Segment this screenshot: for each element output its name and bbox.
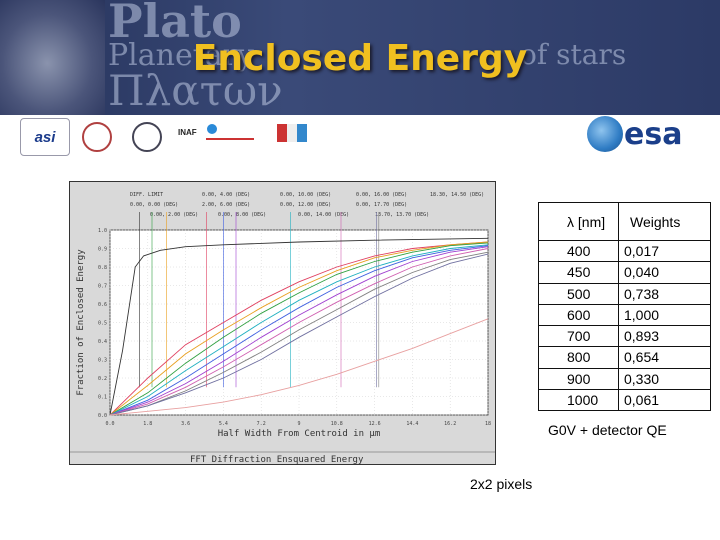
table-row: 900 0,330 (538, 367, 711, 390)
field-annotation: 0.00, 17.70 (DEG) (356, 202, 407, 208)
wavelength-cell: 1000 (538, 388, 619, 412)
x-tick-label: 18 (485, 421, 491, 427)
y-tick-label: 0.0 (98, 413, 107, 419)
table-row: 450 0,040 (538, 261, 711, 284)
table-row: 1000 0,061 (538, 388, 711, 412)
y-tick-label: 0.2 (98, 376, 107, 382)
table-row: 700 0,893 (538, 324, 711, 348)
esa-globe-icon (587, 116, 623, 152)
wavelength-cell: 700 (538, 324, 619, 348)
x-tick-label: 16.2 (444, 421, 456, 427)
weight-cell: 0,040 (618, 261, 711, 284)
weight-cell: 0,893 (618, 324, 711, 348)
weights-table: λ [nm] Weights 400 0,017 450 0,040 500 0,738 6… (538, 202, 711, 412)
field-annotation: DIFF. LIMIT (130, 192, 163, 198)
x-tick-label: 14.4 (406, 421, 418, 427)
field-annotation: 0.00, 12.00 (DEG) (280, 202, 331, 208)
chart-svg: 0.0 0.1 0.2 0.3 0.4 0.5 0.6 0.7 0.8 0.9 1.0 0.0 1.8 3… (70, 192, 495, 464)
x-tick-label: 10.8 (331, 421, 343, 427)
series-line (109, 248, 489, 416)
wavelength-cell: 800 (538, 346, 619, 369)
table-row: 600 1,000 (538, 303, 711, 327)
series-line (109, 241, 489, 416)
banner-word-greek: Πλατων (108, 66, 283, 115)
caption-pixels: 2x2 pixels (470, 476, 533, 492)
university-text-logo (310, 120, 352, 144)
y-tick-label: 0.9 (98, 247, 107, 253)
inaf-logo: INAF (178, 127, 197, 137)
table-row: 500 0,738 (538, 282, 711, 305)
weight-cell: 1,000 (618, 303, 711, 327)
y-tick-label: 0.1 (98, 395, 107, 401)
series-line (109, 242, 489, 416)
field-annotation: 18.30, 14.50 (DEG) (430, 192, 484, 198)
series-line (109, 246, 489, 416)
field-annotation: 13.70, 13.70 (DEG) (375, 212, 429, 218)
series-line (109, 241, 489, 416)
asi-logo: asi (20, 118, 70, 156)
header-wavelength: λ [nm] (538, 202, 619, 241)
weight-cell: 0,017 (618, 239, 711, 263)
series-line (109, 244, 489, 416)
wavelength-cell: 600 (538, 303, 619, 327)
x-tick-label: 0.0 (105, 421, 114, 427)
field-annotation: 0.00, 16.00 (DEG) (356, 192, 407, 198)
header-banner: Plato Planetary of stars Πλατων Enclosed… (0, 0, 720, 115)
table-row: 400 0,017 (538, 239, 711, 263)
padova-flag-logo (277, 124, 307, 142)
x-axis-label: Half Width From Centroid in µm (218, 429, 381, 439)
weight-cell: 0,654 (618, 346, 711, 369)
x-tick-label: 3.6 (181, 421, 190, 427)
y-tick-label: 0.3 (98, 358, 107, 364)
inaf-line-icon (206, 138, 254, 140)
banner-word-plato: Plato (108, 0, 242, 48)
x-tick-label: 7.2 (257, 421, 266, 427)
weight-cell: 0,738 (618, 282, 711, 305)
y-tick-label: 1.0 (98, 228, 107, 234)
esa-logo: esa (624, 116, 683, 152)
page-title: Enclosed Energy (192, 38, 528, 79)
field-annotation: 0.00, 8.00 (DEG) (218, 212, 266, 218)
banner-word-planetary: Planetary (108, 38, 254, 73)
field-annotation: 0.00, 0.00 (DEG) (130, 202, 178, 208)
series-line (109, 318, 489, 416)
y-tick-label: 0.6 (98, 302, 107, 308)
enclosed-energy-chart: 0.0 0.1 0.2 0.3 0.4 0.5 0.6 0.7 0.8 0.9 1.0 0.0 1.8 3… (69, 181, 496, 465)
y-tick-label: 0.5 (98, 321, 107, 327)
field-annotation: 0.00, 10.00 (DEG) (280, 192, 331, 198)
series-line (109, 245, 489, 416)
series-line (109, 253, 489, 416)
banner-word-stars: of stars (520, 38, 627, 71)
chart-title: FFT Diffraction Ensquared Energy (190, 455, 364, 464)
y-tick-label: 0.8 (98, 265, 107, 271)
university-seal-logo (82, 122, 112, 152)
y-tick-label: 0.7 (98, 284, 107, 290)
field-annotation: 0.00, 2.00 (DEG) (150, 212, 198, 218)
institute-seal-logo (132, 122, 162, 152)
wavelength-cell: 450 (538, 261, 619, 284)
x-tick-label: 9 (297, 421, 300, 427)
wavelength-cell: 900 (538, 367, 619, 390)
field-annotation: 0.00, 4.00 (DEG) (202, 192, 250, 198)
plato-portrait (0, 0, 105, 115)
caption-star-type: G0V + detector QE (548, 422, 667, 438)
y-tick-label: 0.4 (98, 339, 107, 345)
weight-cell: 0,330 (618, 367, 711, 390)
series-line (109, 237, 489, 416)
table-header-row: λ [nm] Weights (538, 202, 711, 241)
header-weights: Weights (618, 202, 711, 241)
x-tick-label: 5.4 (219, 421, 228, 427)
x-tick-label: 12.6 (369, 421, 381, 427)
field-annotation: 0.00, 14.00 (DEG) (298, 212, 349, 218)
series-line (109, 251, 489, 416)
wavelength-cell: 500 (538, 282, 619, 305)
field-annotation: 2.00, 6.00 (DEG) (202, 202, 250, 208)
inaf-dot-icon (207, 124, 217, 134)
y-axis-label: Fraction of Enclosed Energy (76, 249, 86, 396)
table-row: 800 0,654 (538, 346, 711, 369)
weight-cell: 0,061 (618, 388, 711, 412)
wavelength-cell: 400 (538, 239, 619, 263)
x-tick-label: 1.8 (143, 421, 152, 427)
